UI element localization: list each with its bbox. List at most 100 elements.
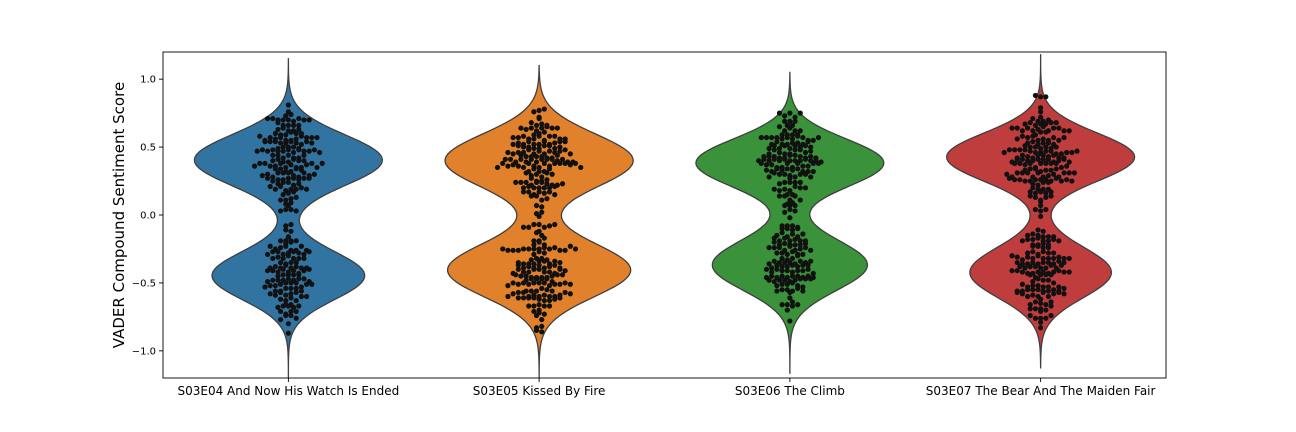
data-point	[787, 187, 793, 194]
data-point	[1019, 257, 1026, 263]
data-point	[541, 190, 547, 196]
data-point	[771, 156, 777, 162]
data-point	[539, 329, 545, 335]
data-point	[267, 183, 273, 190]
data-point	[776, 145, 783, 152]
data-point	[784, 302, 790, 308]
data-point	[303, 281, 310, 287]
data-point	[787, 202, 793, 209]
data-point	[1027, 312, 1033, 319]
data-point	[1032, 206, 1039, 213]
data-point	[1066, 159, 1072, 165]
data-point	[1064, 163, 1070, 169]
data-point	[1025, 293, 1031, 300]
category-label: S03E05 Kissed By Fire	[473, 384, 606, 398]
data-point	[549, 273, 555, 279]
data-point	[557, 148, 563, 154]
data-point	[805, 163, 811, 169]
data-point	[771, 278, 777, 285]
data-point	[766, 145, 772, 152]
data-point	[789, 249, 796, 255]
data-point	[283, 285, 289, 291]
data-point	[779, 268, 785, 274]
data-point	[1030, 185, 1036, 191]
data-point	[1035, 156, 1041, 162]
data-point	[1019, 128, 1026, 134]
data-point	[531, 221, 537, 228]
data-point	[776, 193, 783, 199]
data-point	[763, 134, 770, 141]
data-point	[1025, 125, 1031, 131]
data-point	[776, 187, 783, 194]
data-point	[1030, 133, 1036, 139]
data-point	[567, 243, 573, 249]
data-point	[792, 114, 798, 120]
data-point	[536, 213, 542, 219]
data-point	[1040, 179, 1046, 185]
data-point	[1045, 288, 1052, 294]
data-point	[1038, 265, 1044, 271]
data-point	[544, 177, 550, 183]
data-point	[1045, 284, 1052, 290]
data-point	[1032, 194, 1039, 200]
data-point	[800, 262, 806, 268]
data-point	[774, 266, 780, 272]
data-point	[549, 156, 555, 162]
data-point	[1038, 325, 1044, 331]
data-point	[275, 177, 281, 183]
data-point	[298, 284, 304, 290]
data-point	[1032, 92, 1039, 99]
data-point	[306, 148, 312, 154]
data-point	[272, 264, 278, 270]
data-point	[290, 156, 297, 162]
data-point	[283, 292, 289, 298]
data-point	[1038, 189, 1044, 195]
data-point	[1027, 160, 1033, 166]
data-point	[283, 312, 289, 319]
data-point	[795, 133, 801, 139]
data-point	[1043, 194, 1049, 200]
data-point	[277, 316, 284, 323]
data-point	[293, 264, 299, 270]
data-point	[1014, 254, 1020, 260]
data-point	[562, 139, 568, 145]
data-point	[1038, 300, 1044, 306]
data-point	[766, 174, 772, 180]
data-point	[1056, 284, 1062, 290]
data-point	[541, 139, 547, 145]
data-point	[1030, 249, 1036, 255]
data-point	[559, 156, 566, 162]
data-point	[272, 130, 278, 137]
data-point	[531, 145, 537, 152]
data-point	[528, 156, 534, 162]
data-point	[554, 125, 560, 131]
data-point	[808, 174, 814, 180]
data-point	[296, 126, 302, 133]
data-point	[280, 303, 286, 309]
data-point	[782, 151, 788, 157]
data-point	[1043, 190, 1049, 196]
data-point	[808, 258, 814, 264]
data-point	[531, 266, 537, 272]
data-point	[1014, 170, 1020, 176]
data-point	[541, 185, 547, 191]
data-point	[1006, 175, 1013, 181]
data-point	[523, 170, 529, 176]
data-point	[257, 133, 263, 139]
data-point	[800, 268, 806, 274]
data-point	[559, 181, 566, 187]
data-point	[784, 251, 790, 257]
data-point	[536, 133, 542, 139]
data-point	[1006, 147, 1013, 153]
data-point	[1038, 308, 1044, 315]
data-point	[311, 147, 317, 153]
data-point	[301, 158, 307, 164]
data-point	[280, 170, 286, 176]
data-point	[557, 266, 563, 272]
data-point	[1030, 255, 1036, 262]
data-point	[510, 247, 516, 253]
data-point	[533, 179, 540, 185]
data-point	[557, 160, 563, 166]
data-point	[536, 262, 542, 268]
data-point	[288, 129, 294, 135]
